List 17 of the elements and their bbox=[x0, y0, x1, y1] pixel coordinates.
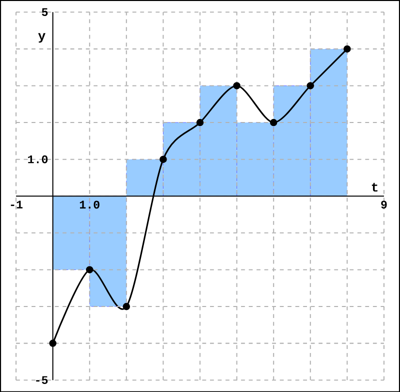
y-axis-title: y bbox=[38, 33, 46, 43]
x-axis-title: t bbox=[372, 182, 378, 192]
point bbox=[49, 340, 56, 347]
y-tick-label: -5 bbox=[36, 376, 48, 384]
point bbox=[196, 118, 204, 126]
point bbox=[160, 156, 167, 163]
y-tick-label: 1.0 bbox=[28, 155, 48, 164]
y-tick-label: 5 bbox=[42, 8, 48, 16]
x-tick-label: 1.0 bbox=[80, 200, 100, 208]
point bbox=[86, 266, 94, 274]
x-tick-label: 9 bbox=[381, 200, 387, 208]
point bbox=[306, 82, 314, 90]
x-tick-label: -1 bbox=[10, 200, 23, 208]
point bbox=[233, 82, 240, 90]
point bbox=[270, 118, 278, 126]
point bbox=[344, 45, 351, 52]
point bbox=[122, 302, 130, 310]
